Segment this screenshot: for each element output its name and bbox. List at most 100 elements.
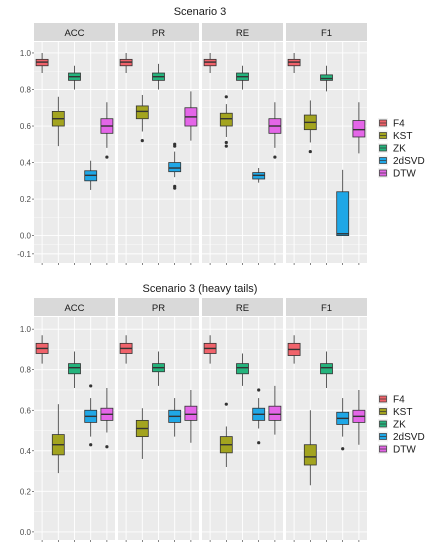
box-dtw bbox=[184, 389, 198, 443]
box-body bbox=[68, 363, 81, 375]
facet-strip-label: F1 bbox=[321, 303, 332, 314]
box-zk bbox=[152, 351, 165, 386]
outlier-point bbox=[89, 443, 93, 447]
facet-panel-pr: PR bbox=[118, 23, 199, 265]
legend-label: ZK bbox=[393, 420, 406, 431]
box-dtw bbox=[352, 389, 366, 445]
y-tick-label: 0.6 bbox=[20, 406, 32, 415]
box-f4 bbox=[35, 335, 49, 364]
outlier-point bbox=[273, 155, 277, 159]
outlier-point bbox=[105, 155, 109, 159]
legend-entry-dtw: DTW bbox=[378, 444, 416, 456]
box-kst bbox=[51, 96, 65, 147]
box-2dsvd bbox=[168, 142, 182, 190]
y-tick-label: 0.8 bbox=[20, 85, 32, 94]
outlier-point bbox=[257, 388, 261, 392]
box-kst bbox=[303, 410, 317, 486]
facet-panel-f1: F1 bbox=[286, 23, 367, 265]
scenario-3-chart: Scenario 3 -0.1 0.0 0.2 0.4 0.6 0.8 1.0 ACC PR RE… bbox=[17, 6, 425, 265]
legend-entry-f4: F4 bbox=[378, 394, 405, 406]
outlier-point bbox=[224, 144, 228, 148]
box-body bbox=[303, 444, 317, 466]
box-kst bbox=[135, 94, 149, 143]
box-2dsvd bbox=[84, 384, 98, 447]
box-dtw bbox=[100, 387, 114, 449]
legend-entry-dtw: DTW bbox=[378, 168, 416, 180]
box-2dsvd bbox=[252, 168, 266, 183]
facet-strip bbox=[202, 23, 283, 41]
legend-label: KST bbox=[393, 407, 412, 418]
box-body bbox=[336, 191, 350, 237]
facet-panel-pr: PR bbox=[118, 298, 199, 542]
y-tick-label: 1.0 bbox=[20, 49, 32, 58]
box-body bbox=[168, 162, 182, 173]
y-tick-label: 0.2 bbox=[20, 195, 32, 204]
facet-strip-label: ACC bbox=[64, 28, 84, 39]
box-f4 bbox=[119, 52, 133, 74]
legend-entry-2dsvd: 2dSVD bbox=[378, 431, 425, 443]
chart-title: Scenario 3 bbox=[174, 6, 227, 18]
legend-label: F4 bbox=[393, 119, 405, 130]
outlier-point bbox=[224, 95, 228, 99]
box-zk bbox=[236, 353, 249, 386]
legend-label: 2dSVD bbox=[393, 156, 425, 167]
facet-strip-label: ACC bbox=[64, 303, 84, 314]
box-dtw bbox=[352, 102, 366, 154]
facet-strip bbox=[118, 298, 199, 316]
box-dtw bbox=[268, 102, 282, 159]
legend-entry-zk: ZK bbox=[378, 419, 406, 431]
y-tick-label: 0.6 bbox=[20, 122, 32, 131]
box-body bbox=[320, 74, 333, 81]
facet-strip-label: PR bbox=[152, 303, 165, 314]
legend-label: ZK bbox=[393, 144, 406, 155]
facet-strip bbox=[118, 23, 199, 41]
facet-strip bbox=[34, 298, 115, 316]
box-zk bbox=[152, 63, 165, 90]
y-tick-label: 0.2 bbox=[20, 487, 32, 496]
outlier-point bbox=[105, 445, 109, 449]
box-body bbox=[268, 405, 282, 421]
outlier-point bbox=[341, 447, 345, 451]
box-f4 bbox=[35, 52, 49, 74]
legend-label: DTW bbox=[393, 169, 416, 180]
box-dtw bbox=[100, 102, 114, 159]
outlier-point bbox=[140, 139, 144, 143]
box-body bbox=[352, 120, 366, 138]
box-f4 bbox=[287, 52, 301, 74]
legend-entry-kst: KST bbox=[378, 406, 412, 418]
outlier-point bbox=[224, 140, 228, 145]
box-2dsvd bbox=[252, 388, 266, 445]
y-tick-label: 0.0 bbox=[20, 528, 32, 537]
box-zk bbox=[320, 351, 333, 388]
outlier-point bbox=[308, 149, 312, 154]
box-kst bbox=[303, 100, 317, 154]
scenario-3-heavy-tails-chart: Scenario 3 (heavy tails) 0.0 0.2 0.4 0.6 0.8… bbox=[20, 283, 425, 542]
facet-panel-re: RE bbox=[202, 298, 283, 542]
box-f4 bbox=[119, 335, 133, 364]
facet-strip-label: PR bbox=[152, 28, 165, 39]
legend-entry-2dsvd: 2dSVD bbox=[378, 155, 425, 167]
box-f4 bbox=[287, 335, 301, 364]
box-2dsvd bbox=[336, 398, 350, 451]
box-zk bbox=[320, 65, 333, 92]
facet-panel-acc: ACC bbox=[34, 23, 115, 265]
legend-entry-f4: F4 bbox=[378, 118, 405, 130]
box-2dsvd bbox=[168, 398, 182, 437]
box-kst bbox=[51, 404, 65, 474]
outlier-point bbox=[173, 186, 177, 190]
outlier-point bbox=[257, 441, 261, 445]
box-body bbox=[184, 405, 198, 421]
outlier-point bbox=[89, 384, 93, 388]
y-tick-label: 0.4 bbox=[20, 447, 32, 456]
facet-panel-acc: ACC bbox=[34, 298, 115, 542]
box-kst bbox=[135, 408, 149, 459]
y-tick-label: 0.8 bbox=[20, 366, 32, 375]
y-tick-label: 1.0 bbox=[20, 325, 32, 334]
chart-title: Scenario 3 (heavy tails) bbox=[143, 283, 258, 295]
outlier-point bbox=[224, 402, 228, 406]
box-dtw bbox=[268, 385, 282, 435]
box-zk bbox=[68, 65, 81, 90]
box-kst bbox=[219, 95, 233, 148]
